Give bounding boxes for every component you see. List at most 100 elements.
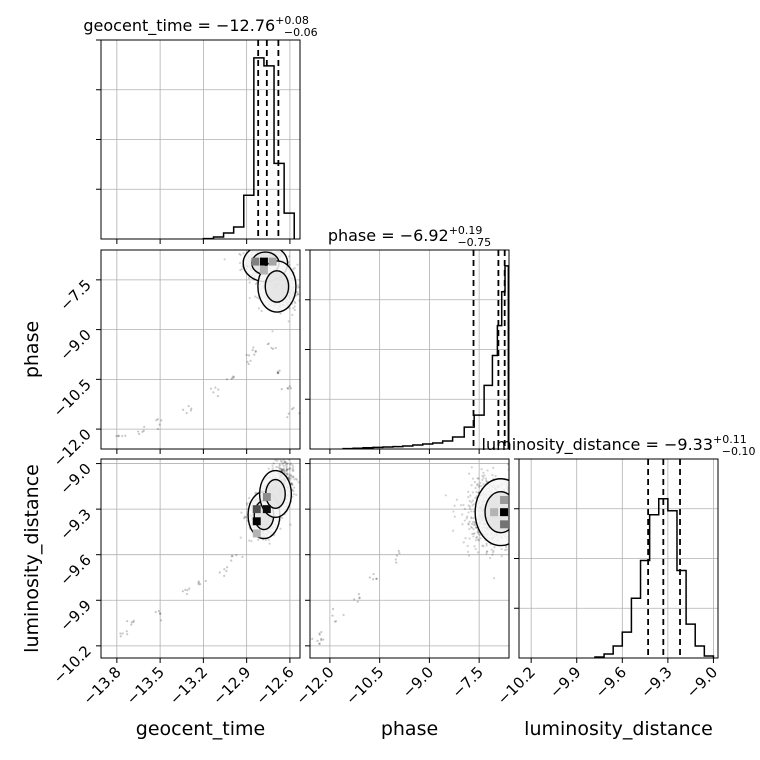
sample-point bbox=[286, 246, 288, 248]
sample-point bbox=[278, 369, 281, 372]
x-tick-label-phase: −12.0 bbox=[292, 663, 337, 708]
sample-point bbox=[478, 484, 481, 487]
sample-point bbox=[217, 388, 220, 391]
sample-point bbox=[248, 296, 251, 300]
sample-point bbox=[512, 539, 514, 541]
sample-point bbox=[181, 590, 184, 593]
sample-point bbox=[462, 541, 465, 544]
sample-point bbox=[290, 474, 293, 477]
sample-point bbox=[533, 493, 535, 495]
sample-point bbox=[290, 482, 293, 485]
sample-point bbox=[468, 505, 471, 508]
scatter-frame-geocent_time-luminosity_distance bbox=[100, 458, 301, 659]
sample-point bbox=[459, 504, 463, 507]
sample-point bbox=[278, 464, 281, 467]
sample-point bbox=[465, 517, 468, 520]
sample-point bbox=[485, 542, 488, 545]
x-tick-label-geocent_time: −12.6 bbox=[253, 663, 298, 708]
sample-point bbox=[301, 292, 303, 294]
sample-point bbox=[263, 241, 265, 243]
sample-point bbox=[296, 293, 299, 296]
sample-point bbox=[301, 288, 303, 290]
sample-point bbox=[278, 463, 281, 466]
sample-point bbox=[251, 349, 254, 352]
sample-point bbox=[292, 475, 295, 478]
sample-point bbox=[216, 394, 220, 398]
density-cell bbox=[262, 492, 271, 501]
sample-point bbox=[318, 642, 321, 645]
sample-point bbox=[320, 630, 323, 634]
sample-point bbox=[342, 613, 345, 617]
density-cell bbox=[251, 257, 260, 266]
sample-point bbox=[235, 554, 238, 557]
sample-point bbox=[521, 497, 523, 499]
sample-point bbox=[284, 472, 287, 475]
sample-point bbox=[281, 469, 284, 472]
y-axis-label-luminosity_distance: luminosity_distance bbox=[21, 464, 43, 653]
sample-point bbox=[526, 506, 528, 508]
sample-point bbox=[288, 463, 292, 466]
sample-point bbox=[292, 307, 295, 310]
sample-point bbox=[292, 406, 295, 409]
sample-point bbox=[375, 577, 378, 580]
sample-point bbox=[523, 506, 525, 508]
sample-point bbox=[186, 589, 189, 592]
y-axis-label-phase: phase bbox=[21, 321, 43, 378]
sample-point bbox=[300, 287, 302, 289]
sample-point bbox=[509, 499, 511, 501]
sample-point bbox=[293, 308, 296, 312]
sample-point bbox=[281, 468, 284, 471]
sample-point bbox=[452, 529, 455, 532]
sample-point bbox=[479, 537, 482, 540]
sample-point bbox=[523, 495, 525, 497]
sample-point bbox=[511, 525, 513, 527]
sample-point bbox=[280, 467, 283, 470]
sample-point bbox=[473, 545, 476, 548]
sample-point bbox=[492, 466, 495, 470]
sample-point bbox=[271, 467, 274, 470]
sample-point bbox=[524, 511, 526, 513]
sample-point bbox=[239, 269, 242, 272]
sample-point bbox=[121, 632, 124, 635]
sample-point bbox=[469, 494, 472, 497]
sample-point bbox=[247, 362, 250, 366]
sample-point bbox=[522, 521, 524, 523]
sample-point bbox=[471, 477, 475, 480]
sample-point bbox=[225, 378, 229, 381]
sample-point bbox=[395, 561, 398, 564]
sample-point bbox=[293, 305, 296, 308]
sample-point bbox=[482, 483, 485, 486]
sample-point bbox=[468, 507, 472, 510]
sample-point bbox=[240, 268, 243, 271]
scatter-geocent_time-luminosity_distance bbox=[101, 459, 300, 658]
sample-point bbox=[512, 536, 514, 538]
sample-point bbox=[126, 619, 129, 623]
sample-point bbox=[255, 491, 258, 494]
sample-point bbox=[474, 486, 477, 490]
sample-point bbox=[254, 492, 257, 495]
sample-point bbox=[279, 527, 282, 530]
sample-point bbox=[455, 498, 458, 501]
sample-point bbox=[257, 538, 260, 542]
sample-point bbox=[482, 471, 485, 474]
sample-point bbox=[372, 572, 375, 576]
sample-point bbox=[512, 518, 514, 520]
sample-point bbox=[473, 480, 477, 484]
sample-point bbox=[511, 524, 513, 526]
scatter-geocent_time-phase bbox=[101, 241, 303, 449]
sample-point bbox=[513, 503, 515, 505]
sample-point bbox=[481, 474, 484, 477]
sample-point bbox=[472, 516, 475, 520]
sample-point bbox=[513, 518, 515, 520]
x-tick-label-geocent_time: −13.5 bbox=[123, 663, 168, 708]
sample-point bbox=[514, 541, 516, 543]
sample-point bbox=[285, 465, 288, 468]
sample-point bbox=[284, 246, 286, 248]
sample-point bbox=[270, 243, 272, 245]
sample-point bbox=[506, 463, 509, 466]
sample-point bbox=[285, 466, 288, 469]
sample-point bbox=[184, 588, 187, 592]
sample-point bbox=[255, 247, 257, 249]
sample-point bbox=[472, 510, 475, 513]
sample-point bbox=[248, 281, 251, 284]
